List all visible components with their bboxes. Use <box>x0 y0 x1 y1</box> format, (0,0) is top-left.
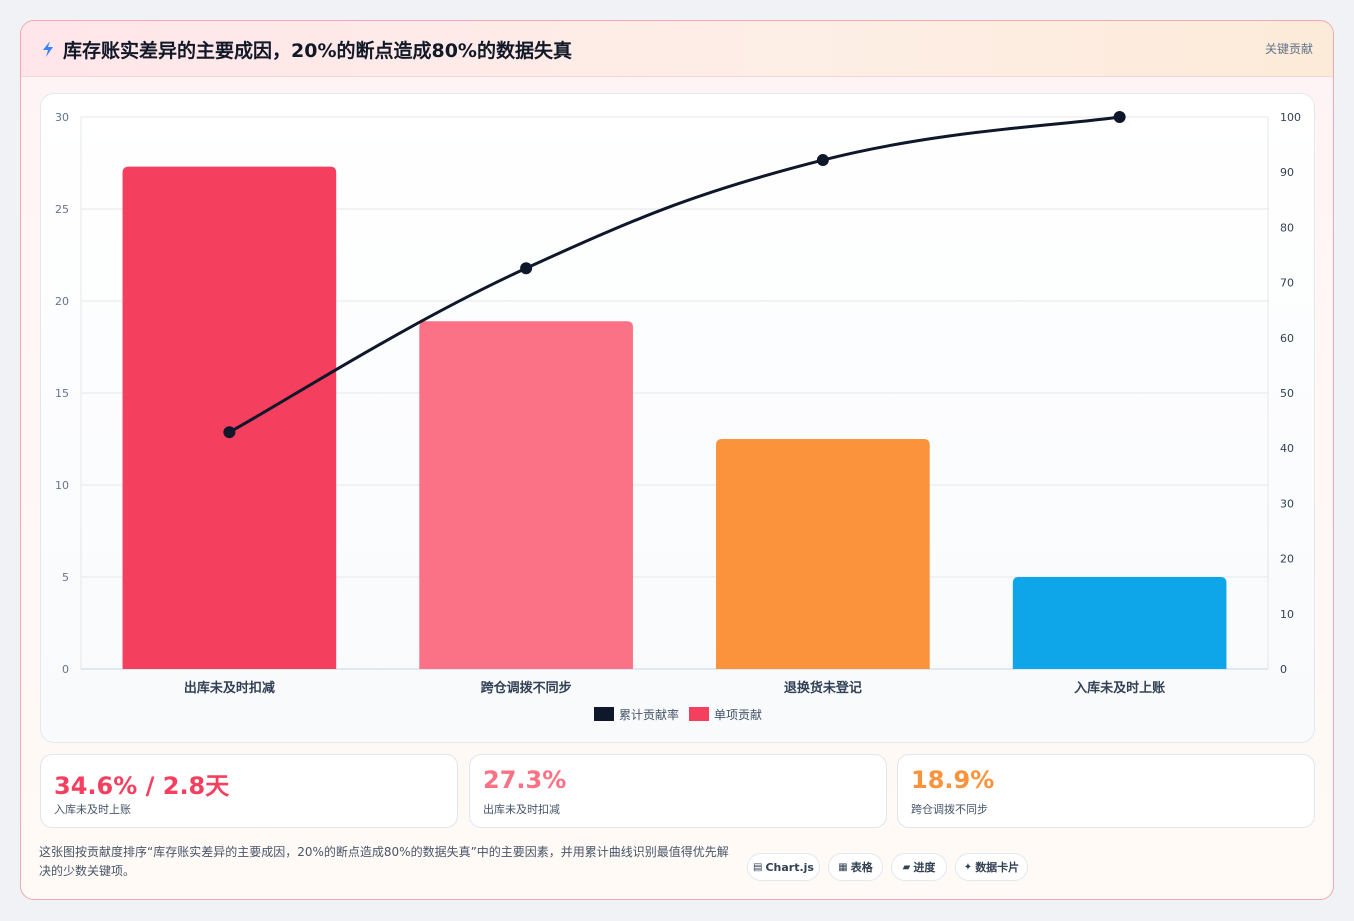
stat-card: 18.9% 跨仓调拨不同步 <box>897 754 1315 828</box>
stat-value: 34.6% / 2.8天 <box>54 772 230 800</box>
stat-card: 27.3% 出库未及时扣减 <box>469 754 887 828</box>
y-left-tick-label: 5 <box>62 571 69 584</box>
stat-label: 出库未及时扣减 <box>483 803 560 816</box>
tag-table[interactable]: ▦ 表格 <box>828 853 883 881</box>
tag-label: 数据卡片 <box>975 861 1020 874</box>
x-tick-label: 入库未及时上账 <box>1074 680 1165 696</box>
bar <box>419 321 633 669</box>
cumulative-point <box>816 154 829 167</box>
cumulative-point <box>520 262 533 275</box>
y-right-tick-label: 90 <box>1280 166 1294 179</box>
y-right-tick-label: 50 <box>1280 387 1294 400</box>
bar <box>716 439 930 669</box>
legend-swatch <box>594 707 614 721</box>
report-card: 库存账实差异的主要成因，20%的断点造成80%的数据失真 关键贡献 0 5 10 15… <box>20 20 1334 900</box>
card-header: 库存账实差异的主要成因，20%的断点造成80%的数据失真 关键贡献 <box>21 21 1333 77</box>
chart-icon: ▤ <box>753 861 763 873</box>
y-left-tick-label: 25 <box>55 203 69 216</box>
stat-label: 入库未及时上账 <box>54 803 131 816</box>
tag-label: Chart.js <box>765 860 814 874</box>
bar <box>122 166 337 669</box>
table-icon: ▦ <box>838 861 848 873</box>
legend-label: 单项贡献 <box>714 707 762 722</box>
x-tick-label: 出库未及时扣减 <box>184 680 275 696</box>
y-right-tick-label: 70 <box>1280 277 1294 290</box>
stat-value: 18.9% <box>911 766 995 794</box>
y-right-tick-label: 60 <box>1280 332 1294 345</box>
y-left-tick-label: 0 <box>62 663 69 676</box>
chart-panel: 0 5 10 15 20 25 30 0 10 20 30 40 50 60 70 80 90 100 出库未及时扣… <box>40 93 1315 743</box>
x-tick-label: 退换货未登记 <box>784 680 862 696</box>
y-right-tick-label: 80 <box>1280 221 1294 234</box>
tag-label: 表格 <box>850 861 873 874</box>
y-left-tick-label: 30 <box>55 111 69 124</box>
y-right-tick-label: 0 <box>1280 663 1287 676</box>
y-right-tick-label: 100 <box>1280 111 1301 124</box>
header-badge: 关键贡献 <box>1264 42 1313 56</box>
stat-label: 跨仓调拨不同步 <box>911 803 988 816</box>
legend-swatch <box>689 707 709 721</box>
tag-chartjs[interactable]: ▤ Chart.js <box>747 853 820 881</box>
y-right-tick-label: 10 <box>1280 608 1294 621</box>
y-right-tick-label: 40 <box>1280 442 1294 455</box>
cumulative-point <box>1113 111 1126 123</box>
y-right-tick-label: 20 <box>1280 553 1294 566</box>
sparkle-icon: ✦ <box>963 861 973 873</box>
bar <box>1012 577 1227 669</box>
y-left-tick-label: 15 <box>55 387 69 400</box>
tag-data-card[interactable]: ✦ 数据卡片 <box>955 853 1028 881</box>
x-tick-label: 跨仓调拨不同步 <box>481 680 572 696</box>
stat-value: 27.3% <box>483 766 567 794</box>
lightning-icon <box>43 41 53 57</box>
y-left-tick-label: 10 <box>55 479 69 492</box>
cumulative-line <box>228 115 1120 434</box>
progress-icon: ▰ <box>902 861 911 873</box>
legend-label: 累计贡献率 <box>619 707 679 722</box>
tag-progress[interactable]: ▰ 进度 <box>891 853 947 881</box>
stat-card: 34.6% / 2.8天 入库未及时上账 <box>40 754 458 828</box>
y-right-tick-label: 30 <box>1280 497 1294 510</box>
chart-description: 这张图按贡献度排序“库存账实差异的主要成因，20%的断点造成80%的数据失真”中… <box>39 845 729 878</box>
tag-label: 进度 <box>913 861 936 874</box>
cumulative-point <box>223 426 236 439</box>
y-left-tick-label: 20 <box>55 295 69 308</box>
page-title: 库存账实差异的主要成因，20%的断点造成80%的数据失真 <box>63 40 572 62</box>
pareto-chart: 0 5 10 15 20 25 30 0 10 20 30 40 50 60 70 80 90 100 出库未及时扣… <box>55 111 1301 722</box>
